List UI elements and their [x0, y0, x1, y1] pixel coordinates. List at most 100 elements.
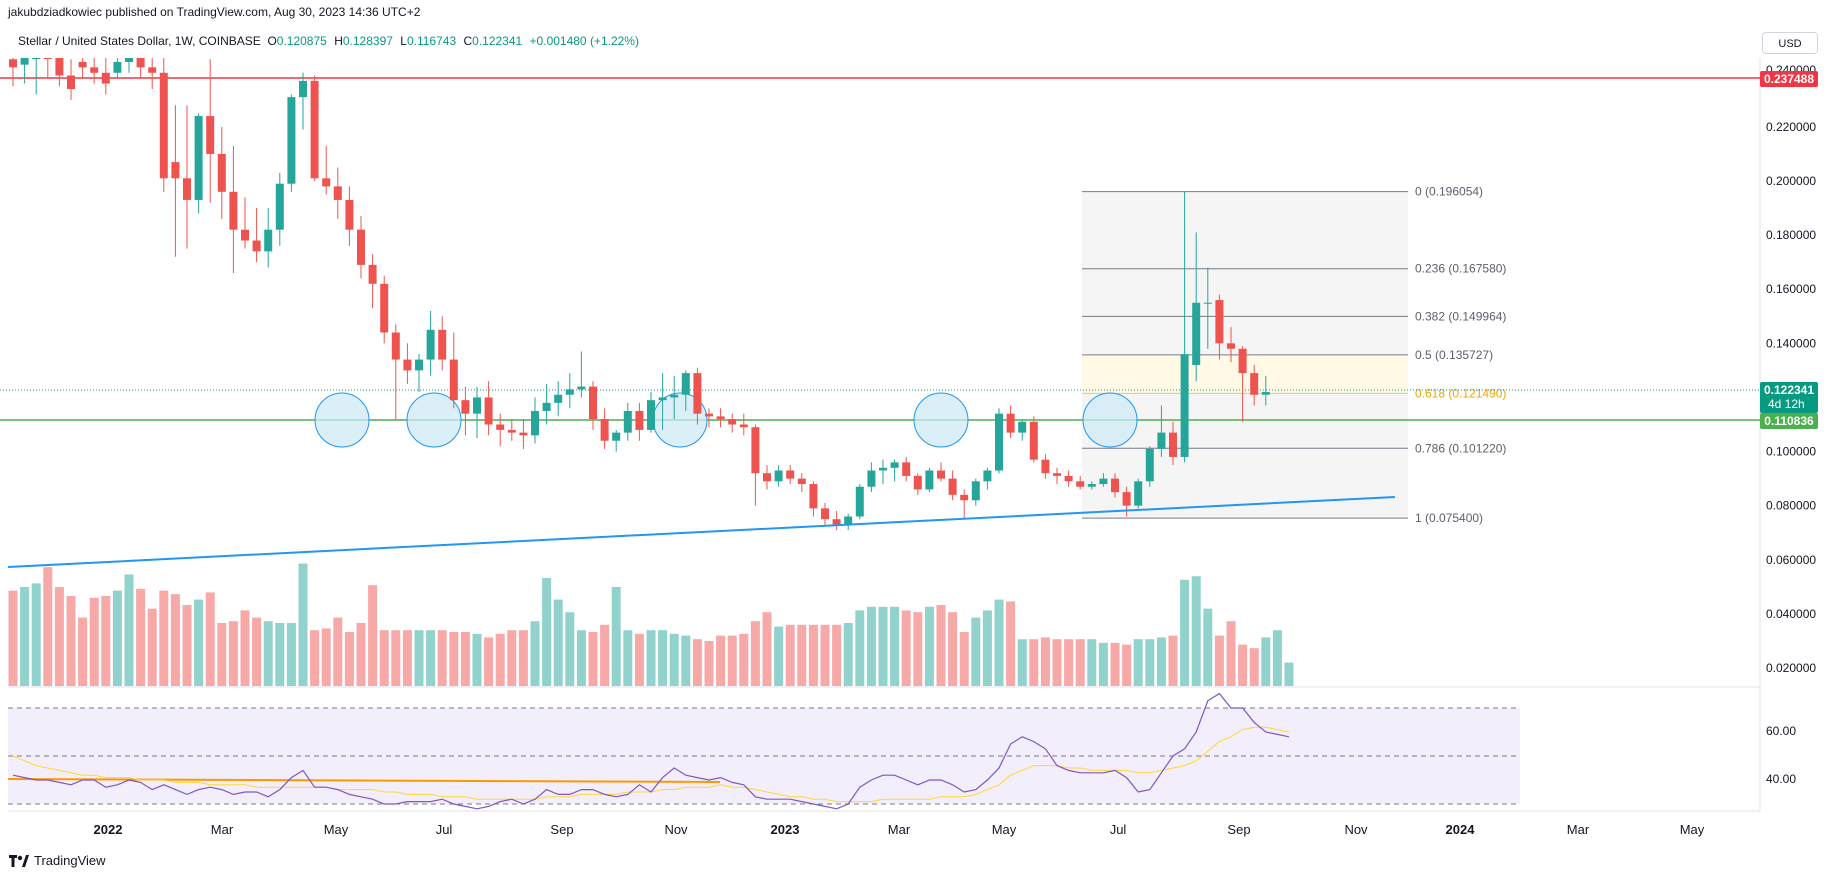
- candle-body: [67, 75, 75, 90]
- volume-bar: [217, 623, 227, 686]
- currency-button[interactable]: USD: [1762, 32, 1818, 54]
- volume-bar: [611, 587, 621, 686]
- candle-body: [1006, 413, 1015, 433]
- candle-body: [1145, 448, 1154, 482]
- candle-body: [519, 432, 528, 436]
- candle-body: [832, 519, 841, 525]
- volume-bar: [901, 610, 911, 686]
- volume-bar: [832, 624, 842, 686]
- volume-bar: [1145, 639, 1155, 686]
- symbol-legend: Stellar / United States Dollar, 1W, COIN…: [18, 34, 643, 48]
- volume-bar: [170, 594, 180, 686]
- volume-bar: [263, 621, 273, 686]
- candle-body: [206, 116, 215, 154]
- time-tick-label: Jul: [1110, 822, 1127, 837]
- candle-body: [484, 397, 493, 425]
- volume-bar: [716, 635, 726, 686]
- volume-bar: [124, 574, 134, 686]
- candle-body: [1111, 478, 1119, 493]
- support-circle[interactable]: [1082, 392, 1138, 448]
- volume-bar: [518, 630, 528, 686]
- candle-body: [415, 359, 423, 371]
- candle-body: [1157, 432, 1166, 449]
- price-axis[interactable]: 0.2400000.2200000.2000000.1800000.160000…: [1766, 63, 1816, 675]
- volume-bar: [658, 630, 668, 686]
- volume-bar: [426, 630, 436, 686]
- publisher-caption: jakubdziadkowiec published on TradingVie…: [8, 5, 421, 19]
- price-tick-label: 0.160000: [1766, 282, 1816, 296]
- candle-body: [1238, 348, 1247, 374]
- volume-bar: [739, 633, 749, 686]
- volume-bar: [994, 599, 1004, 686]
- candle-body: [705, 413, 713, 417]
- time-tick-label: Nov: [1344, 822, 1368, 837]
- volume-bar: [252, 617, 262, 686]
- support-circle[interactable]: [314, 392, 370, 448]
- volume-bar: [368, 585, 378, 686]
- time-tick-label: Nov: [664, 822, 688, 837]
- volume-bar: [182, 605, 192, 686]
- candle-body: [728, 419, 737, 425]
- candle-body: [183, 178, 191, 200]
- volume-bar: [1272, 630, 1282, 686]
- volume-bar: [112, 590, 122, 686]
- volume-bar: [495, 633, 505, 686]
- ascending-trendline[interactable]: [7, 496, 1396, 568]
- volume-bar: [785, 624, 795, 686]
- candle-body: [125, 58, 133, 62]
- price-tick-label: 0.020000: [1766, 661, 1816, 675]
- candle-body: [275, 183, 284, 230]
- volume-bar: [1261, 637, 1271, 686]
- volume-bar: [750, 621, 760, 686]
- volume-bar: [1064, 639, 1074, 686]
- candle-body: [716, 416, 725, 420]
- candle-body: [879, 467, 887, 471]
- volume-bar: [31, 583, 41, 686]
- volume-bar: [692, 639, 702, 686]
- volume-bar: [588, 632, 598, 686]
- candle-body: [1053, 473, 1061, 476]
- candle-body: [995, 413, 1003, 471]
- candlesticks: [9, 58, 1270, 531]
- volume-bar: [971, 617, 981, 686]
- fib-retracement[interactable]: 0 (0.196054) 0.236 (0.167580) 0.382 (0.149…: [1082, 185, 1506, 525]
- time-axis[interactable]: 2022 Mar May Jul Sep Nov 2023 Mar May Jul Sep Nov 20…: [94, 822, 1705, 837]
- volume-bar: [878, 606, 888, 686]
- volume-bar: [20, 587, 30, 686]
- volume-bar: [286, 623, 296, 686]
- volume-bar: [576, 630, 586, 686]
- support-circle[interactable]: [406, 392, 462, 448]
- volume-bar: [414, 630, 424, 686]
- volume-bar: [855, 610, 865, 686]
- volume-bar: [460, 632, 470, 686]
- candle-body: [670, 394, 679, 398]
- volume-bar: [101, 596, 111, 686]
- svg-text:0.122341: 0.122341: [1764, 383, 1814, 397]
- candle-body: [821, 508, 829, 520]
- volume-bar: [1191, 576, 1201, 686]
- volume-bar: [797, 624, 807, 686]
- volume-bar: [1098, 642, 1108, 686]
- volume-bar: [194, 599, 204, 686]
- tradingview-logo[interactable]: TradingView: [9, 853, 106, 868]
- volume-bar: [1029, 639, 1039, 686]
- candle-body: [1227, 343, 1235, 349]
- fib-level-label: 0.382 (0.149964): [1415, 309, 1506, 323]
- volume-bar: [808, 624, 818, 686]
- rsi-trendline[interactable]: [7, 778, 721, 783]
- candle-body: [554, 394, 563, 403]
- volume-bar: [1156, 637, 1166, 686]
- volume-bar: [762, 612, 772, 686]
- candle-body: [1029, 421, 1038, 460]
- candle-body: [902, 462, 911, 476]
- fib-level-label: 0 (0.196054): [1415, 185, 1483, 199]
- volume-bar: [228, 621, 238, 686]
- fib-level-label: 0.236 (0.167580): [1415, 262, 1506, 276]
- support-circle[interactable]: [913, 392, 969, 448]
- volume-bar: [530, 621, 540, 686]
- volume-bar: [1214, 635, 1224, 686]
- candle-body: [171, 162, 180, 179]
- volume-bar: [356, 623, 366, 686]
- price-tick-label: 0.040000: [1766, 607, 1816, 621]
